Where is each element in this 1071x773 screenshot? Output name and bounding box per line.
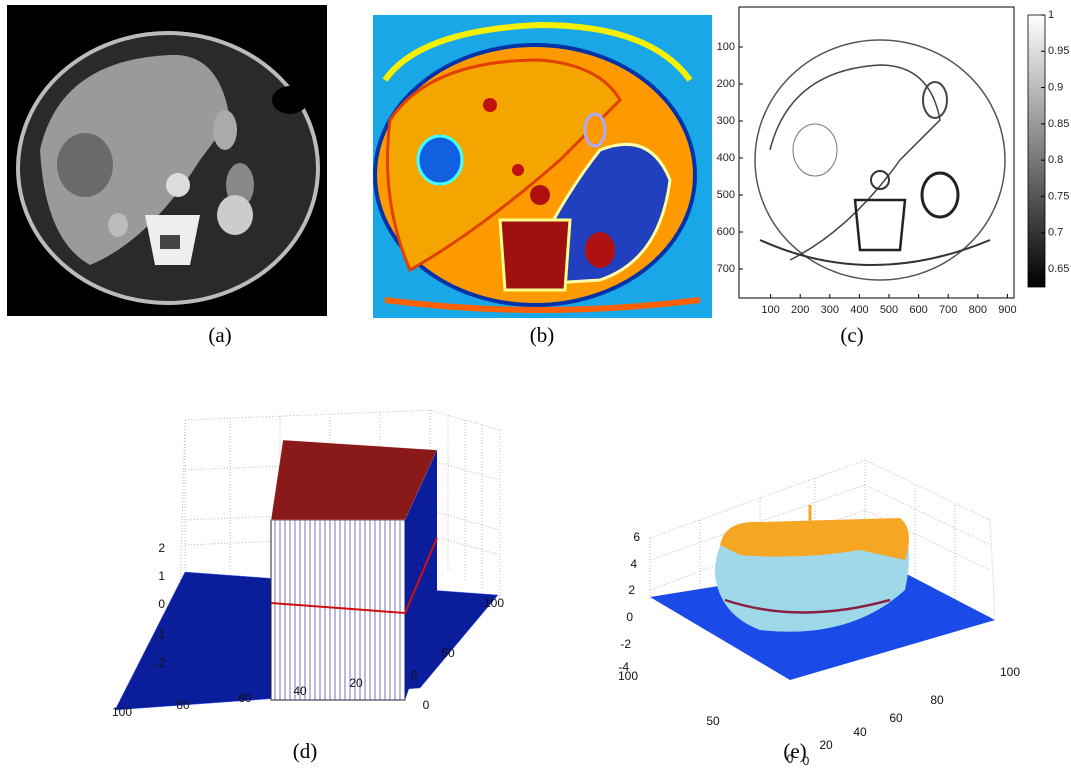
z-tick-label: -2 (154, 656, 165, 670)
x-tick-label: 100 (618, 669, 638, 683)
x-tick-label: 700 (939, 304, 957, 316)
colorbar (1028, 15, 1045, 287)
x-tick-label: 600 (909, 304, 927, 316)
z-tick-label: 2 (158, 541, 165, 555)
y-tick-label: 700 (717, 263, 735, 275)
x-tick-label: 900 (998, 304, 1016, 316)
colorbar-tick-label: 0.9 (1048, 81, 1063, 93)
x-tick-label: 20 (349, 676, 363, 690)
colorbar-tick-label: 0.8 (1048, 154, 1063, 166)
y-tick-label: 20 (819, 738, 833, 752)
x-tick-label: 400 (850, 304, 868, 316)
colorbar-tick-label: 1 (1048, 9, 1054, 21)
z-tick-label: 6 (633, 530, 640, 544)
y-tick-label: 300 (717, 115, 735, 127)
colorbar-tick-label: 0.7 (1048, 227, 1063, 239)
z-tick-label: -1 (154, 627, 165, 641)
ct-image (7, 5, 327, 316)
caption: (a) (208, 323, 231, 347)
y-tick-label: 200 (717, 78, 735, 90)
y-tick-label: 100 (717, 41, 735, 53)
y-tick-label: 80 (930, 693, 944, 707)
y-tick-label: 100 (484, 596, 504, 610)
colorbar-tick-label: 0.95 (1048, 45, 1069, 57)
y-tick-label: 60 (889, 711, 903, 725)
caption: (c) (840, 323, 863, 347)
y-tick-label: 400 (717, 152, 735, 164)
x-tick-label: 800 (969, 304, 987, 316)
x-tick-label: 40 (293, 684, 307, 698)
x-tick-label: 500 (880, 304, 898, 316)
caption: (d) (293, 739, 318, 763)
z-tick-label: -2 (620, 637, 631, 651)
y-tick-label: 50 (441, 646, 455, 660)
colorbar-tick-label: 0.65 (1048, 263, 1069, 275)
x-tick-label: 50 (706, 714, 720, 728)
caption: (b) (530, 323, 555, 347)
edge-map (739, 7, 1014, 298)
x-tick-label: 80 (176, 698, 190, 712)
x-tick-label: 100 (761, 304, 779, 316)
y-tick-label: 600 (717, 226, 735, 238)
colorbar-tick-label: 0.85 (1048, 118, 1069, 130)
y-tick-label: 40 (853, 725, 867, 739)
z-tick-label: 4 (630, 557, 637, 571)
x-tick-label: 0 (787, 752, 794, 766)
x-tick-label: 300 (821, 304, 839, 316)
z-tick-label: 0 (626, 610, 633, 624)
z-tick-label: 1 (158, 569, 165, 583)
colorbar-tick-label: 0.75 (1048, 190, 1069, 202)
y-tick-label: 100 (1000, 665, 1020, 679)
x-tick-label: 100 (112, 705, 132, 719)
x-tick-label: 200 (791, 304, 809, 316)
figure: (a) (b) (c) (0, 0, 1071, 773)
x-tick-label: 60 (238, 691, 252, 705)
y-tick-label: 500 (717, 189, 735, 201)
y-tick-label: 0 (803, 754, 810, 768)
z-tick-label: 2 (628, 583, 635, 597)
x-tick-label: 0 (411, 668, 418, 682)
y-tick-label: 0 (423, 698, 430, 712)
z-tick-label: 0 (158, 597, 165, 611)
segmentation-image (373, 15, 712, 318)
